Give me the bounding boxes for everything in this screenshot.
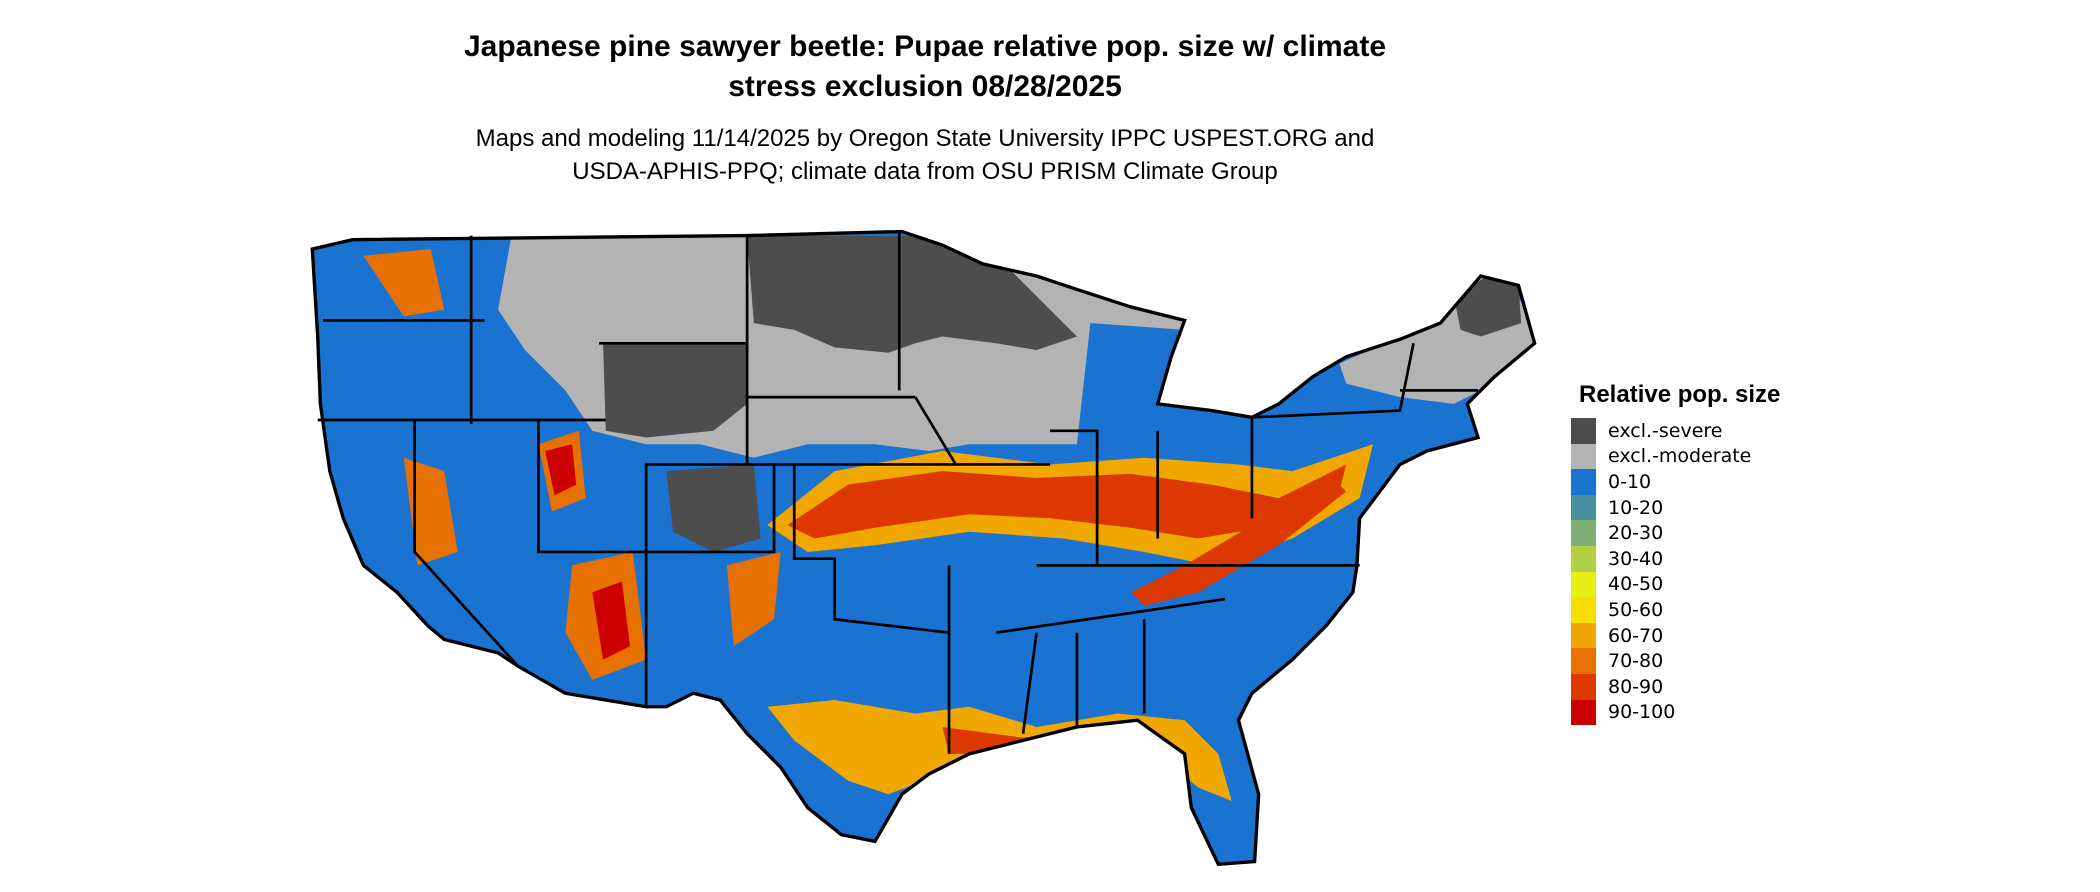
title-line-2: stress exclusion 08/28/2025 [728, 70, 1122, 103]
legend-swatch [1571, 648, 1596, 674]
legend-swatch [1571, 545, 1596, 572]
region-excl-severe-me [1453, 275, 1522, 337]
legend-swatch [1571, 699, 1596, 726]
legend-swatch [1571, 597, 1596, 623]
legend-label: 50-60 [1608, 598, 1664, 621]
legend: Relative pop. size excl.-severe excl.-mod… [1571, 380, 1781, 726]
legend-item: excl.-moderate [1571, 443, 1780, 470]
map-subtitle: Maps and modeling 11/14/2025 by Oregon S… [325, 122, 1525, 188]
region-excl-severe-co [666, 464, 761, 552]
legend-label: 60-70 [1608, 624, 1664, 647]
subtitle-line-2: USDA-APHIS-PPQ; climate data from OSU PR… [572, 158, 1278, 185]
legend-swatch [1571, 520, 1596, 546]
legend-item: 30-40 [1571, 545, 1780, 572]
legend-item: 50-60 [1571, 597, 1780, 623]
legend-label: 70-80 [1608, 650, 1664, 673]
subtitle-line-1: Maps and modeling 11/14/2025 by Oregon S… [475, 125, 1375, 152]
title-line-1: Japanese pine sawyer beetle: Pupae relat… [463, 30, 1387, 63]
legend-item: 10-20 [1571, 494, 1780, 521]
map-title: Japanese pine sawyer beetle: Pupae relat… [325, 27, 1525, 107]
legend-label: excl.-moderate [1608, 445, 1752, 468]
legend-swatch [1571, 443, 1596, 470]
legend-label: 80-90 [1608, 675, 1664, 698]
legend-label: 10-20 [1608, 496, 1664, 519]
legend-swatch [1571, 571, 1596, 598]
legend-item: 90-100 [1571, 699, 1780, 726]
legend-item: 40-50 [1571, 571, 1780, 598]
legend-swatch [1571, 494, 1596, 521]
legend-item: 70-80 [1571, 648, 1780, 674]
legend-swatch [1571, 418, 1596, 444]
legend-item: 20-30 [1571, 520, 1780, 546]
legend-label: 90-100 [1608, 701, 1676, 724]
legend-item: 0-10 [1571, 469, 1780, 495]
legend-item: excl.-severe [1571, 418, 1780, 444]
hot-band-midwest-core [787, 464, 1347, 539]
legend-label: 30-40 [1608, 547, 1664, 570]
hot-band-west-core [545, 444, 630, 660]
legend-swatch [1571, 622, 1596, 649]
legend-swatch [1571, 469, 1596, 495]
legend-title: Relative pop. size [1579, 381, 1781, 408]
legend-items: excl.-severe excl.-moderate 0-10 10-20 20-30… [1571, 418, 1780, 726]
region-excl-severe-wy [603, 343, 748, 438]
legend-swatch [1571, 673, 1596, 700]
legend-label: 20-30 [1608, 522, 1664, 545]
legend-label: 40-50 [1608, 573, 1664, 596]
legend-item: 60-70 [1571, 622, 1780, 649]
legend-label: 0-10 [1608, 470, 1652, 493]
legend-label: excl.-severe [1608, 419, 1723, 442]
hot-band-appalachian [1130, 477, 1347, 606]
state-borders [317, 231, 1479, 754]
legend-item: 80-90 [1571, 673, 1780, 700]
